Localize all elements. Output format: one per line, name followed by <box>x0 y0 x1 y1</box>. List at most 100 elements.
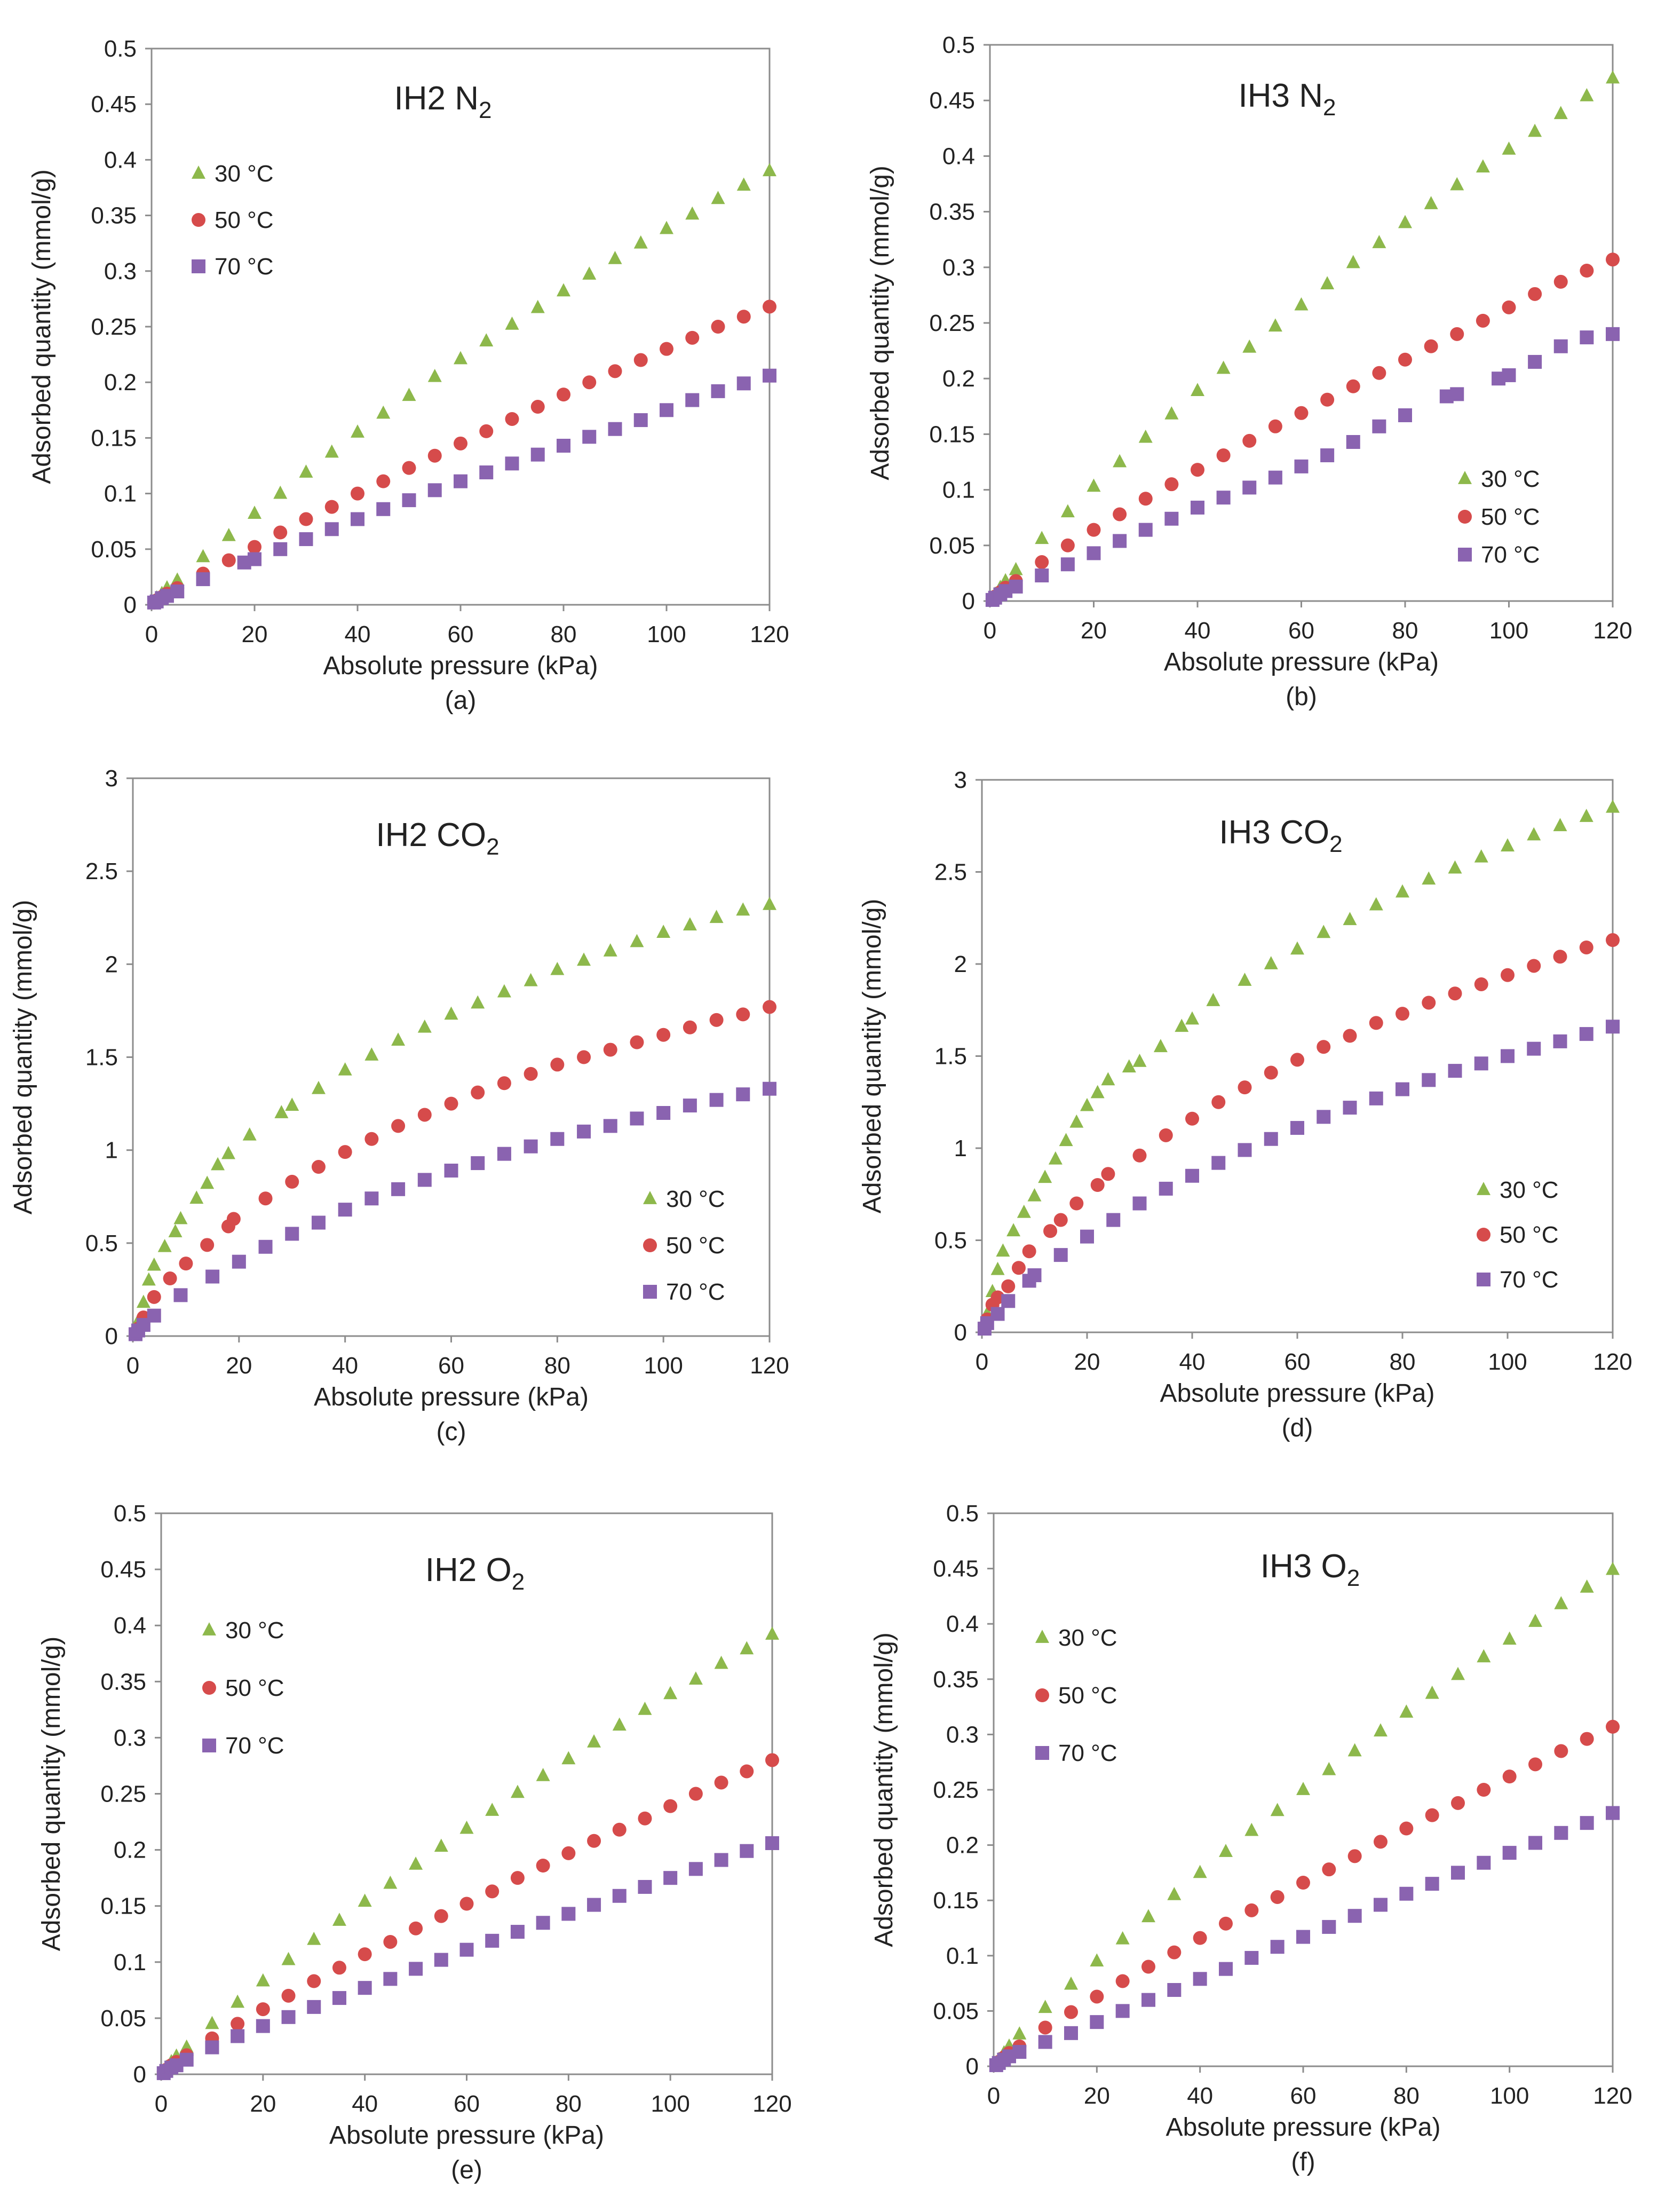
data-point <box>1101 1167 1115 1181</box>
x-tick-label: 80 <box>1390 1349 1416 1375</box>
data-point <box>638 1702 652 1715</box>
data-point <box>577 952 591 966</box>
data-point <box>338 1145 352 1159</box>
data-point <box>1451 1866 1465 1880</box>
data-point <box>274 1105 289 1118</box>
data-point <box>417 1019 432 1033</box>
data-point <box>740 1844 754 1858</box>
data-point <box>1448 986 1462 1001</box>
x-tick-label: 100 <box>644 1353 683 1379</box>
data-point <box>709 1093 724 1107</box>
data-point <box>454 474 467 488</box>
data-point <box>736 1007 750 1022</box>
data-point <box>1294 297 1309 311</box>
data-point <box>709 910 724 923</box>
data-point <box>714 1655 728 1669</box>
data-point <box>1398 352 1412 367</box>
data-point <box>1476 313 1490 328</box>
data-point <box>1317 925 1331 938</box>
data-point <box>1270 1803 1285 1816</box>
data-point <box>1060 557 1075 572</box>
x-tick-label: 60 <box>448 621 474 647</box>
data-point <box>232 1254 246 1269</box>
data-point <box>383 1972 398 1986</box>
data-point <box>1320 392 1335 407</box>
data-point <box>1175 1018 1189 1032</box>
data-point <box>1317 1040 1331 1054</box>
panel-label: (d) <box>1282 1414 1313 1442</box>
data-point <box>299 512 313 526</box>
data-point <box>1017 1204 1031 1218</box>
data-point <box>1554 1744 1568 1758</box>
data-point <box>1477 1855 1491 1870</box>
series-70c <box>156 1836 779 2080</box>
data-point <box>1346 379 1360 393</box>
data-point <box>685 330 700 345</box>
data-point <box>763 1000 776 1014</box>
data-point <box>1422 1073 1436 1087</box>
data-point <box>497 1147 511 1161</box>
chart-panel: 0 20 40 60 80 100 120 0 0.05 0.1 0.15 0.2 0.25 0.3 0.3… <box>870 1500 1632 2176</box>
data-point <box>376 502 391 516</box>
data-point <box>557 283 570 297</box>
y-tick-label: 0.2 <box>946 1832 979 1859</box>
data-point <box>1347 1909 1362 1923</box>
legend-marker <box>1035 1688 1049 1702</box>
data-point <box>409 1856 423 1870</box>
data-point <box>1398 408 1412 422</box>
series-70c <box>128 1081 776 1341</box>
data-point <box>402 493 416 508</box>
x-tick-label: 100 <box>1488 1349 1527 1375</box>
data-point <box>1022 1244 1036 1259</box>
data-point <box>273 485 288 499</box>
series-50c <box>128 1000 776 1340</box>
data-point <box>409 1921 423 1936</box>
legend-marker <box>1035 1630 1049 1643</box>
data-point <box>1477 1649 1491 1663</box>
y-tick-label: 0 <box>105 1323 118 1349</box>
data-point <box>1527 1041 1541 1056</box>
y-tick-label: 0.4 <box>104 147 137 173</box>
y-tick-label: 0.15 <box>100 1893 146 1919</box>
data-point <box>1244 1822 1259 1836</box>
data-point <box>189 1190 204 1204</box>
data-point <box>505 456 519 471</box>
data-point <box>557 388 570 402</box>
x-axis-label: Absolute pressure (kPa) <box>1164 648 1439 676</box>
data-point <box>638 1879 652 1894</box>
data-point <box>1580 264 1594 278</box>
data-point <box>1579 940 1593 954</box>
data-point <box>1553 106 1568 120</box>
data-point <box>1424 339 1438 353</box>
y-axis-label: Adsorbed quantity (mmol/g) <box>37 1637 66 1952</box>
y-tick-label: 0.25 <box>929 310 975 336</box>
legend-marker <box>202 1739 216 1752</box>
y-tick-label: 0.45 <box>100 1557 146 1583</box>
data-point <box>1211 1156 1226 1170</box>
data-point <box>603 1042 617 1057</box>
chart-title-subscript: 2 <box>1323 94 1336 121</box>
data-point <box>1219 1844 1233 1857</box>
y-tick-label: 1 <box>105 1137 118 1164</box>
data-point <box>1501 838 1515 852</box>
data-point <box>434 1953 448 1967</box>
data-point <box>1242 433 1257 448</box>
data-point <box>1369 1016 1383 1030</box>
data-point <box>391 1182 406 1196</box>
y-tick-label: 1 <box>954 1135 967 1162</box>
data-point <box>1451 1666 1465 1680</box>
data-point <box>1450 387 1464 401</box>
legend-marker <box>1458 548 1472 562</box>
legend-label: 50 °C <box>1481 504 1540 530</box>
data-point <box>479 333 494 346</box>
data-point <box>1553 818 1567 832</box>
series-70c <box>977 1020 1620 1336</box>
legend-label: 50 °C <box>666 1233 725 1259</box>
data-point <box>332 1913 346 1926</box>
data-point <box>990 1261 1005 1275</box>
data-point <box>688 1787 703 1801</box>
y-tick-label: 0.5 <box>942 32 975 58</box>
data-point <box>510 1925 525 1939</box>
x-tick-label: 40 <box>1187 2083 1213 2109</box>
data-point <box>1606 1719 1620 1734</box>
